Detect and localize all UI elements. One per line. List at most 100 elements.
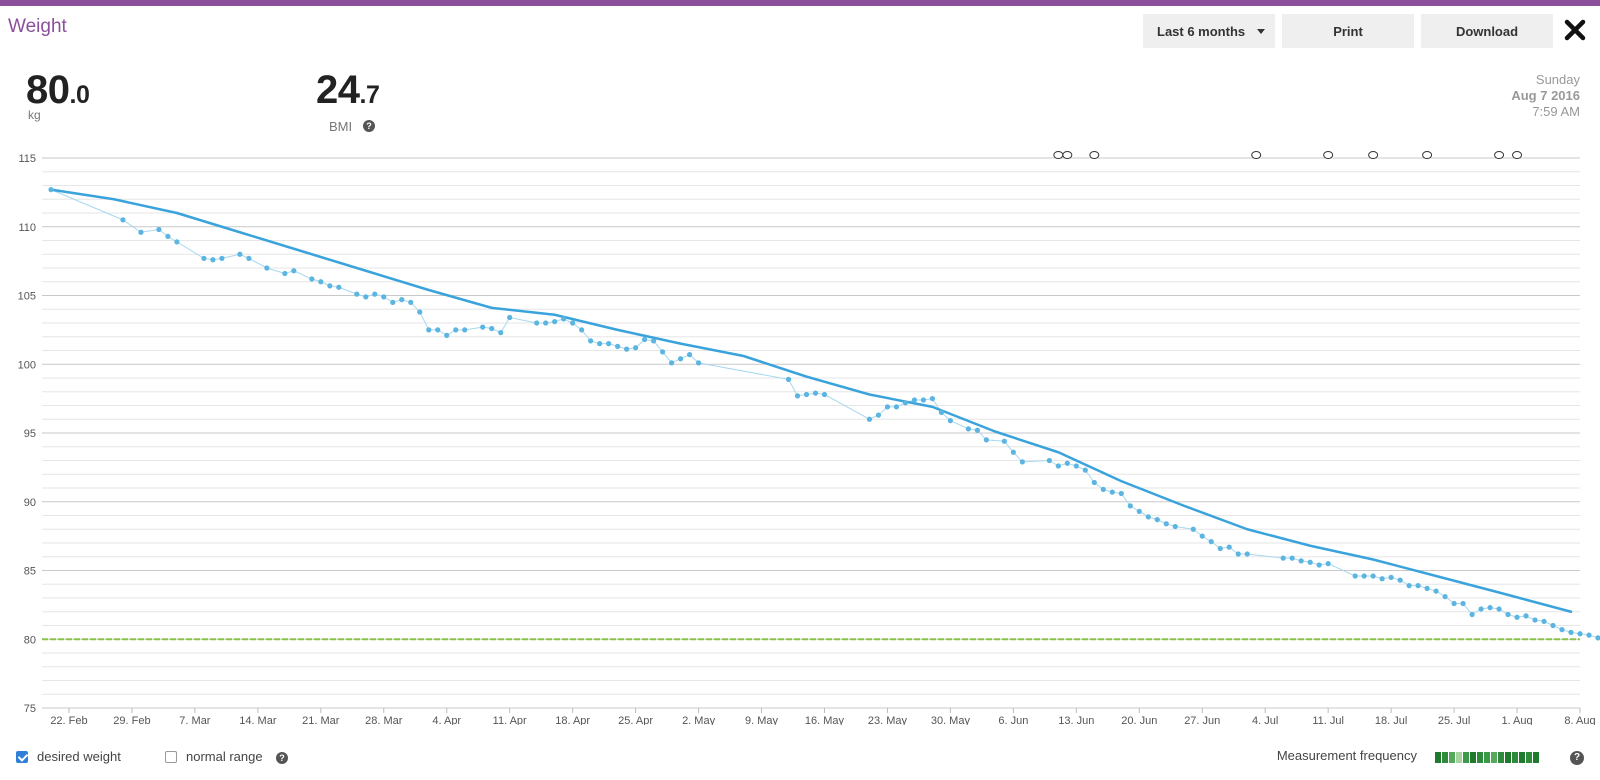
measurement-point xyxy=(1514,614,1520,620)
weight-chart: 115 110 105 100 95 90 85 80 75 22. Feb 29. Feb 7. M… xyxy=(18,151,1600,725)
timestamp-time: 7:59 AM xyxy=(1532,104,1580,119)
x-tick-label: 22. Feb xyxy=(50,715,87,725)
measurement-point xyxy=(911,397,918,403)
measurement-point xyxy=(803,391,810,398)
measurement-point xyxy=(633,345,639,351)
frequency-bar xyxy=(1526,752,1532,763)
measurement-point xyxy=(668,360,675,366)
measurement-point xyxy=(884,404,891,410)
y-tick-label: 100 xyxy=(18,359,36,371)
frequency-bar xyxy=(1442,752,1448,763)
x-tick-label: 4. Jul xyxy=(1252,715,1278,725)
normal-range-checkbox[interactable] xyxy=(165,750,177,763)
range-dropdown[interactable]: Last 6 months xyxy=(1143,14,1275,48)
frequency-bar xyxy=(1498,752,1504,763)
measurement-point xyxy=(794,393,801,399)
x-tick-label: 11. Jul xyxy=(1312,715,1344,725)
download-button[interactable]: Download xyxy=(1421,14,1553,48)
x-tick-label: 9. May xyxy=(745,715,779,725)
print-button[interactable]: Print xyxy=(1282,14,1414,48)
frequency-bar xyxy=(1435,752,1441,763)
weight-int: 80 xyxy=(26,68,70,112)
measurement-point xyxy=(1172,523,1178,530)
measurement-point xyxy=(1019,459,1025,465)
note-icon xyxy=(1494,151,1505,159)
note-icon xyxy=(1368,151,1379,159)
measurement-point xyxy=(219,255,225,261)
measurement-point xyxy=(489,325,495,332)
help-icon[interactable]: ? xyxy=(276,752,288,764)
measurement-point xyxy=(1208,539,1214,545)
legend-normal-range[interactable]: normal range xyxy=(165,749,263,764)
measurement-point xyxy=(677,356,684,362)
y-tick-label: 110 xyxy=(18,222,36,234)
measurement-point xyxy=(498,330,504,336)
x-tick-label: 18. Apr xyxy=(555,715,590,725)
x-tick-label: 27. Jun xyxy=(1184,715,1220,725)
measurement-point xyxy=(1370,573,1376,579)
timestamp-date: Aug 7 2016 xyxy=(1511,88,1580,103)
measurement-point xyxy=(624,346,630,352)
measurement-point xyxy=(651,338,657,344)
measurement-point xyxy=(1298,558,1304,564)
measurement-point xyxy=(1550,622,1556,629)
close-icon[interactable] xyxy=(1561,16,1589,44)
measurement-point xyxy=(435,327,441,333)
x-tick-label: 1. Aug xyxy=(1501,715,1532,725)
y-tick-label: 90 xyxy=(24,497,36,509)
measurement-point xyxy=(120,217,126,223)
measurement-point xyxy=(1577,631,1583,637)
x-tick-label: 25. Apr xyxy=(618,715,653,725)
measurement-point xyxy=(1316,562,1322,568)
x-tick-label: 14. Mar xyxy=(239,715,277,725)
measurement-point xyxy=(659,349,666,355)
measurement-point xyxy=(821,391,828,398)
measurement-point xyxy=(1226,544,1232,550)
note-icon xyxy=(1062,151,1073,159)
frequency-bar xyxy=(1491,752,1497,763)
help-icon[interactable]: ? xyxy=(363,120,375,132)
x-tick-label: 18. Jul xyxy=(1375,715,1407,725)
measurement-point xyxy=(1118,490,1124,497)
frequency-bar xyxy=(1533,752,1539,763)
help-icon[interactable]: ? xyxy=(1570,751,1584,765)
y-tick-label: 85 xyxy=(24,566,36,578)
desired-weight-checkbox[interactable] xyxy=(16,750,28,763)
measurement-point xyxy=(1325,561,1331,567)
measurement-point xyxy=(1406,583,1412,589)
bmi-int: 24 xyxy=(316,68,360,112)
measurement-point xyxy=(174,239,180,245)
measurement-point xyxy=(165,233,171,239)
x-tick-label: 16. May xyxy=(805,715,845,725)
frequency-bar xyxy=(1512,752,1518,763)
measurement-point xyxy=(570,320,576,326)
bmi-label: BMI xyxy=(329,119,353,134)
measurement-point xyxy=(588,338,594,344)
measurement-point xyxy=(983,437,989,443)
normal-range-label: normal range xyxy=(186,749,263,764)
measurement-point xyxy=(1064,460,1070,466)
measurement-point xyxy=(1388,574,1394,580)
x-tick-label: 30. May xyxy=(931,715,971,725)
measurement-point xyxy=(156,226,162,233)
measurement-point xyxy=(363,294,369,300)
measurement-point xyxy=(1100,486,1106,492)
measurement-point xyxy=(579,327,585,333)
measurement-point xyxy=(354,291,360,297)
measurement-point xyxy=(974,427,980,433)
measurement-point xyxy=(1091,479,1097,486)
legend-desired-weight[interactable]: desired weight xyxy=(16,749,121,764)
frequency-bar xyxy=(1456,752,1462,763)
measurement-point xyxy=(893,404,900,410)
bmi-dec: .7 xyxy=(359,81,380,109)
measurement-point xyxy=(336,284,342,290)
measurement-point xyxy=(1307,559,1313,565)
measurement-point xyxy=(785,376,792,382)
y-tick-label: 115 xyxy=(18,153,36,165)
weight-unit: kg xyxy=(28,108,41,122)
measurement-point xyxy=(1163,521,1169,527)
note-icon xyxy=(1251,151,1262,159)
measurement-timestamp: Sunday Aug 7 2016 7:59 AM xyxy=(1511,72,1580,120)
measurement-point xyxy=(1469,611,1475,618)
measurement-point xyxy=(318,279,324,285)
